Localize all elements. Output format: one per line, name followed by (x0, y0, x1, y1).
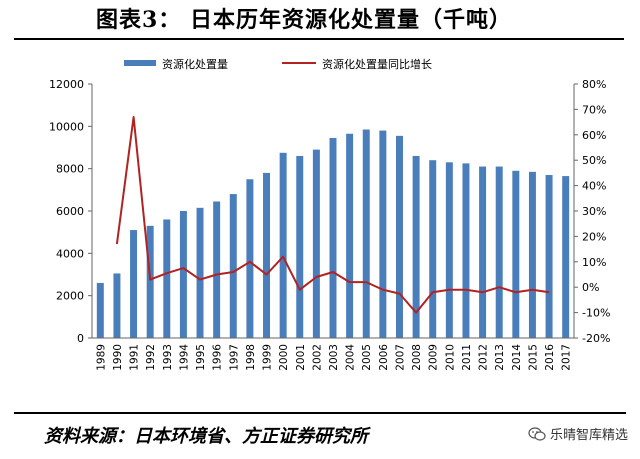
right-tick-label: 80% (582, 78, 606, 91)
x-tick-label: 2006 (378, 344, 390, 371)
legend-bar-label: 资源化处置量 (162, 57, 228, 71)
legend-bar-swatch (124, 60, 156, 66)
x-tick-label: 1989 (95, 344, 107, 371)
x-tick-label: 1996 (212, 344, 224, 371)
left-tick-label: 4000 (56, 247, 84, 260)
title-bar: 图表3： 日本历年资源化处置量（千吨） (0, 0, 640, 40)
x-tick-label: 2003 (328, 344, 340, 371)
x-tick-label: 2013 (494, 344, 506, 371)
x-tick-label: 1995 (195, 344, 207, 371)
bar (362, 129, 370, 338)
x-tick-label: 1999 (262, 344, 274, 371)
bar (462, 163, 470, 338)
watermark: 乐晴智库精选 (528, 424, 628, 443)
left-tick-label: 2000 (56, 290, 84, 303)
right-tick-label: 0% (582, 281, 599, 294)
bar (545, 175, 553, 338)
right-tick-label: 60% (582, 129, 606, 142)
bar (163, 219, 171, 338)
x-tick-label: 1994 (178, 344, 190, 371)
x-tick-label: 2016 (544, 344, 556, 371)
bar-series (96, 129, 570, 338)
left-tick-label: 12000 (49, 78, 84, 91)
bar (379, 130, 387, 338)
x-tick-label: 2011 (461, 344, 473, 371)
bar (213, 201, 221, 338)
left-tick-label: 8000 (56, 163, 84, 176)
x-tick-label: 2001 (295, 344, 307, 371)
bar (429, 160, 437, 338)
watermark-text: 乐晴智库精选 (549, 428, 628, 443)
x-tick-label: 2000 (278, 344, 290, 371)
combo-chart: 资源化处置量 资源化处置量同比增长 0 2000 4000 6000 8000 10000 1… (49, 57, 610, 371)
bar (196, 207, 204, 338)
bar (312, 149, 320, 338)
right-tick-label: 50% (582, 154, 606, 167)
bar (146, 225, 154, 338)
x-tick-label: 2005 (361, 344, 373, 371)
line-series (115, 116, 550, 314)
bar (512, 170, 520, 338)
source-divider (14, 412, 626, 414)
bar (412, 155, 420, 338)
page-title: 图表3： 日本历年资源化处置量（千吨） (96, 7, 512, 33)
bar (445, 162, 453, 338)
right-y-axis: -20% -10% 0% 10% 20% 30% 40% 50% 60% 70% 80% (573, 78, 610, 345)
right-tick-label: -10% (582, 307, 610, 320)
bar (246, 179, 254, 338)
right-tick-label: 30% (582, 205, 606, 218)
bar (528, 171, 536, 338)
right-tick-label: -20% (582, 332, 610, 345)
bar (263, 172, 271, 338)
left-tick-label: 0 (77, 332, 84, 345)
bar (96, 282, 104, 338)
right-tick-label: 20% (582, 230, 606, 243)
x-tick-label: 2015 (527, 344, 539, 371)
title-divider (14, 38, 624, 40)
x-tick-label: 2008 (411, 344, 423, 371)
x-tick-label: 1992 (145, 344, 157, 371)
bar (479, 166, 487, 338)
left-y-axis: 0 2000 4000 6000 8000 10000 12000 (49, 78, 93, 345)
x-tick-label: 1990 (112, 344, 124, 371)
right-tick-label: 40% (582, 180, 606, 193)
x-tick-label: 2010 (444, 344, 456, 371)
x-tick-label: 2012 (478, 344, 490, 371)
x-tick-label: 2009 (428, 344, 440, 371)
x-tick-label: 2007 (394, 344, 406, 371)
wechat-icon (528, 426, 546, 441)
bar (279, 152, 287, 338)
x-axis: 1989 1990 1991 1992 1993 1994 1995 1996 1997 1998… (92, 337, 574, 371)
bar (495, 166, 503, 338)
bar (562, 176, 570, 338)
bar (395, 135, 403, 338)
growth-line (115, 116, 550, 314)
left-tick-label: 6000 (56, 205, 84, 218)
x-tick-label: 2004 (345, 344, 357, 371)
right-tick-label: 10% (582, 256, 606, 269)
bar (179, 211, 187, 338)
x-tick-label: 2002 (311, 344, 323, 371)
bar (296, 155, 304, 338)
source-note: 资料来源：日本环境省、方正证券研究所 (44, 426, 368, 447)
x-tick-label: 2017 (561, 344, 573, 371)
x-tick-label: 1997 (228, 344, 240, 371)
legend-line-label: 资源化处置量同比增长 (322, 57, 432, 71)
x-tick-label: 1998 (245, 344, 257, 371)
bar (113, 273, 121, 338)
right-tick-label: 70% (582, 103, 606, 116)
bar (229, 194, 237, 338)
bar (346, 133, 354, 338)
bar (329, 137, 337, 338)
x-tick-label: 2014 (511, 344, 523, 371)
x-tick-label: 1993 (162, 344, 174, 371)
chart-legend: 资源化处置量 资源化处置量同比增长 (124, 57, 432, 71)
bar (130, 230, 138, 338)
left-tick-label: 10000 (49, 120, 84, 133)
x-tick-label: 1991 (129, 344, 141, 371)
